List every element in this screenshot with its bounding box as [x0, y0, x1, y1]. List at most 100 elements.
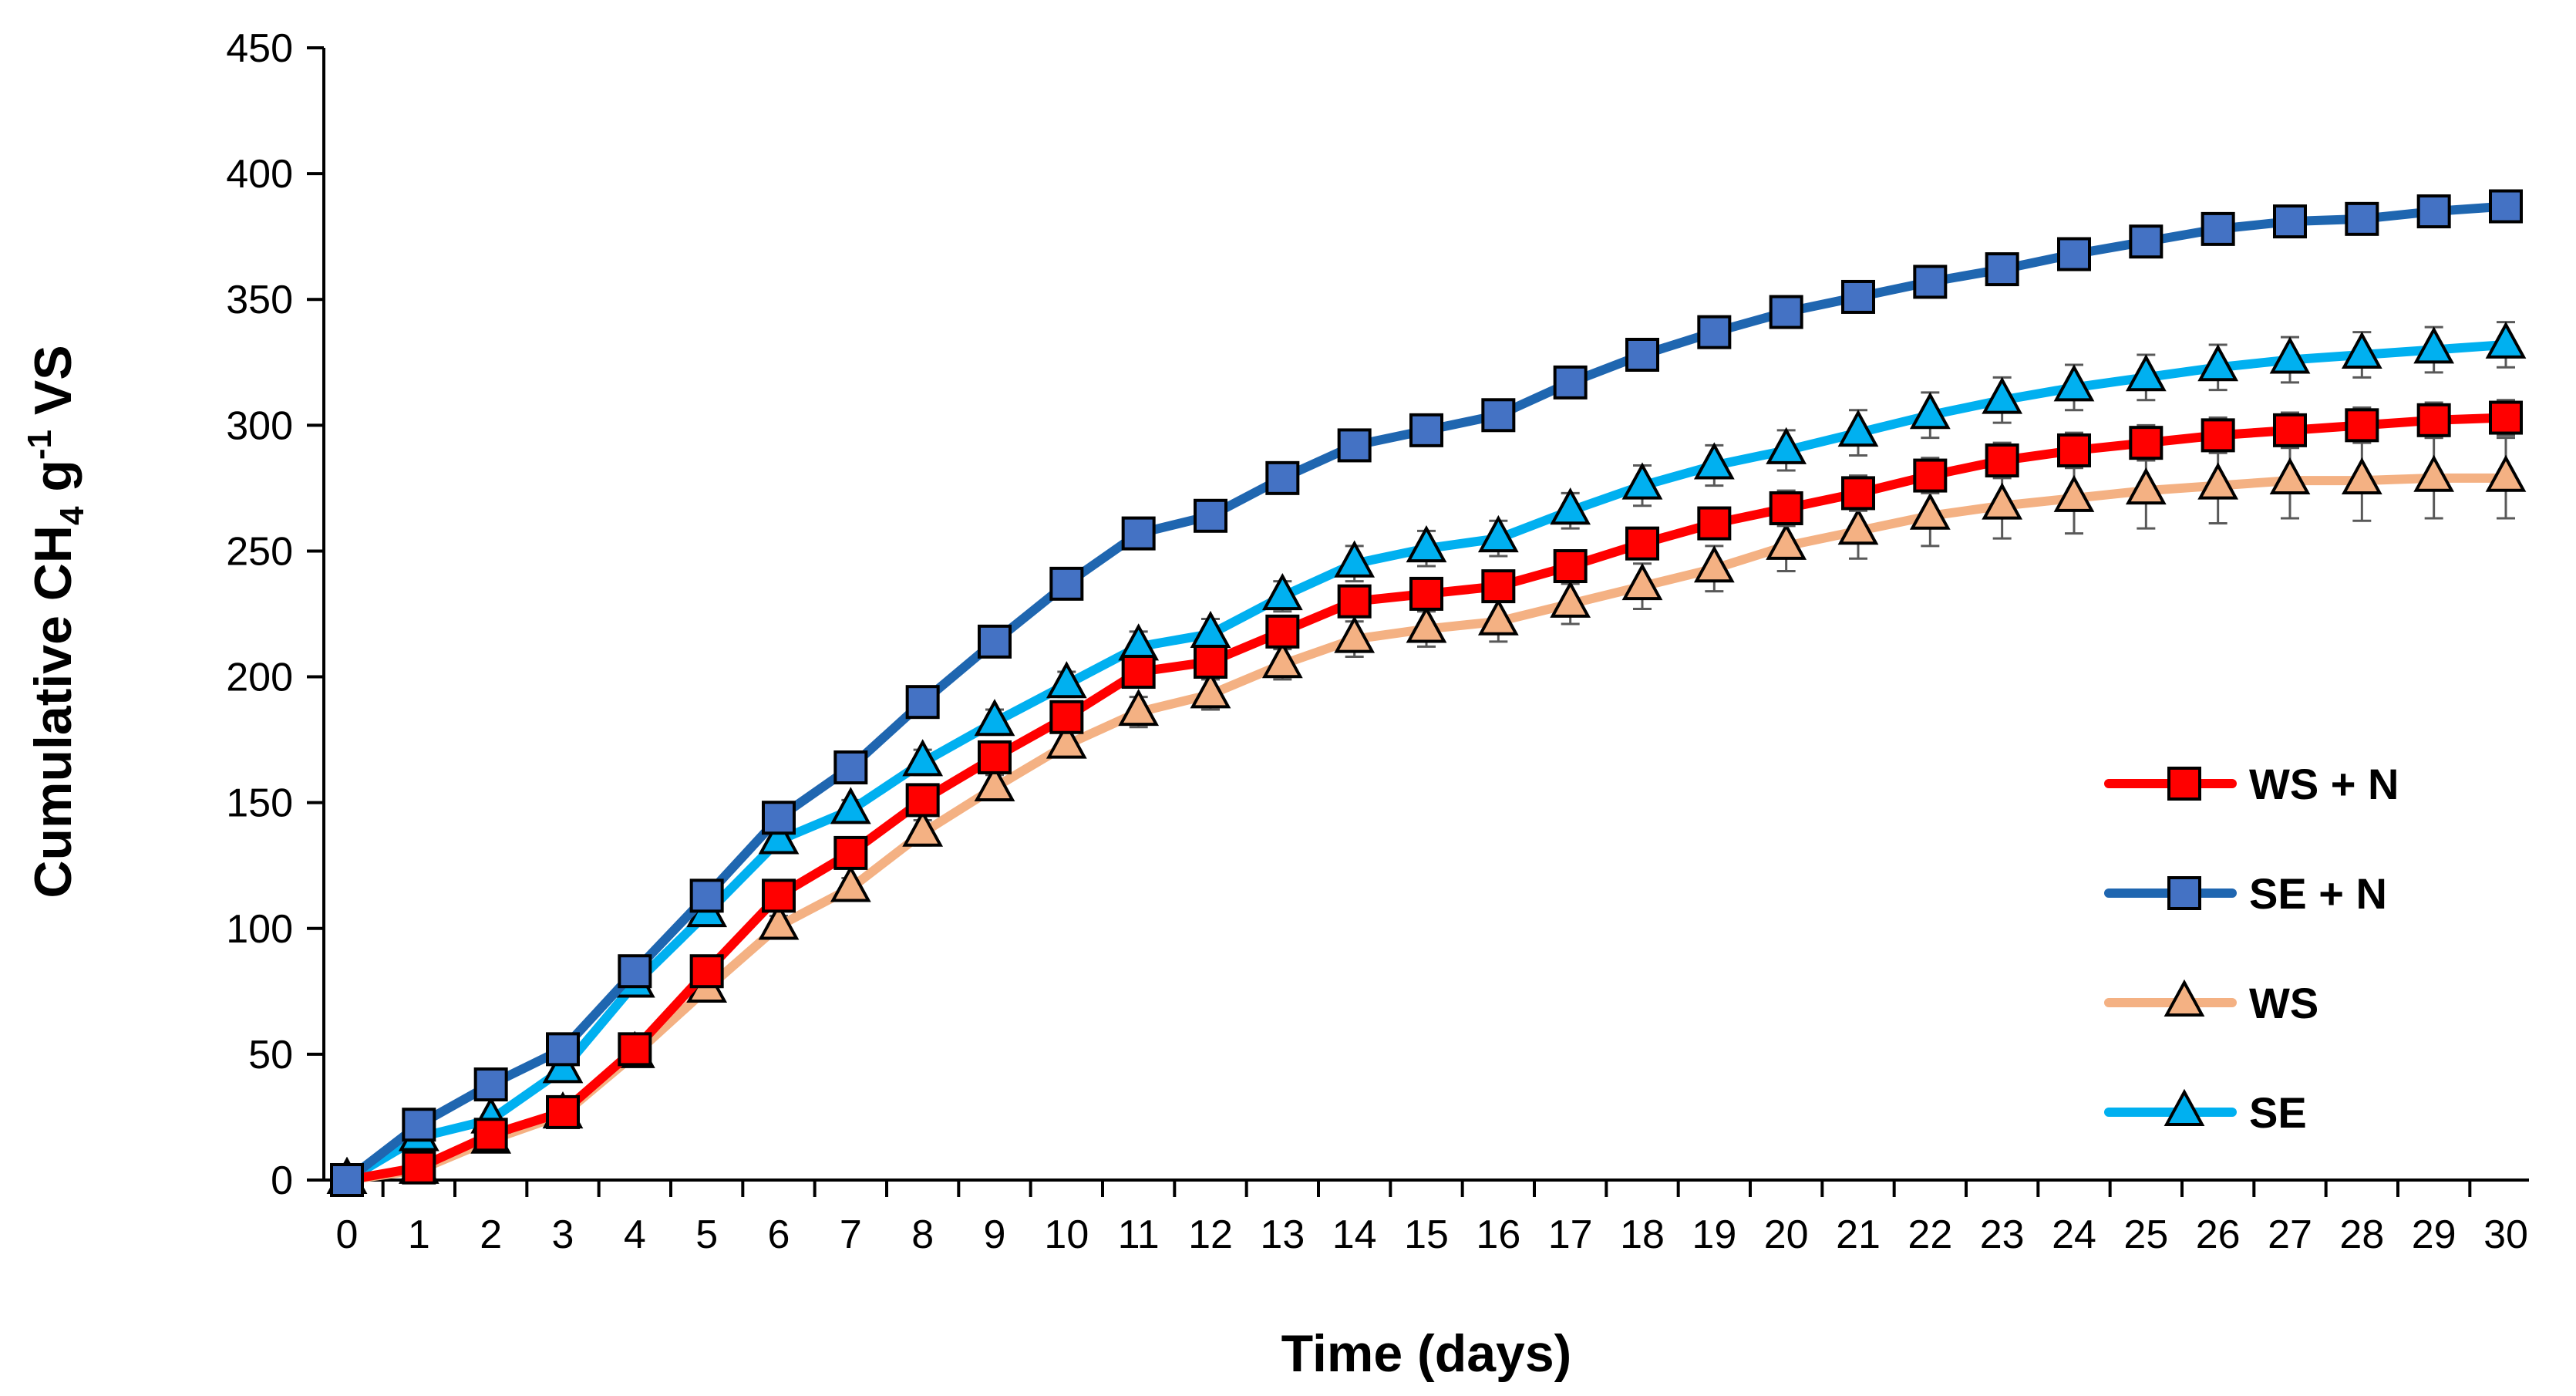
x-tick-label: 17: [1548, 1212, 1593, 1257]
data-point-se: [1334, 540, 1376, 578]
x-tick-label: 15: [1404, 1212, 1449, 1257]
legend-label-ws-n: WS + N: [2249, 760, 2399, 808]
data-point-ws-n: [1265, 614, 1300, 649]
series-line-se: [342, 339, 2510, 1185]
series-layer: [326, 189, 2527, 1197]
data-point-ws: [830, 865, 871, 902]
data-point-ws-n: [546, 1094, 580, 1129]
x-tick-label: 25: [2123, 1212, 2168, 1257]
x-tick-label: 12: [1188, 1212, 1233, 1257]
data-point-ws-n: [1049, 700, 1084, 734]
data-point-ws: [1766, 522, 1807, 560]
series-ws-n: [330, 399, 2523, 1197]
x-tick-label: 18: [1620, 1212, 1665, 1257]
x-tick-label: 0: [336, 1212, 359, 1257]
data-point-ws: [1261, 641, 1303, 679]
data-point-ws-n: [905, 783, 940, 818]
data-point-se-n: [2057, 237, 2091, 271]
data-point-ws: [1550, 580, 1591, 618]
y-tick-label: 450: [226, 26, 293, 71]
data-point-ws-n: [1697, 506, 1732, 541]
data-point-ws-n: [473, 1118, 508, 1152]
data-point-se-n: [2416, 194, 2451, 229]
data-point-ws: [1982, 482, 2023, 520]
x-tick-label: 19: [1692, 1212, 1736, 1257]
data-point-se: [902, 739, 944, 777]
data-point-ws: [2413, 454, 2455, 492]
data-point-se-n: [689, 878, 724, 913]
data-point-se: [1477, 514, 1519, 553]
data-point-se-n: [2201, 211, 2235, 246]
data-point-se: [1261, 572, 1303, 611]
data-point-se-n: [1769, 295, 1803, 329]
data-point-ws-n: [1913, 458, 1948, 493]
x-tick-label: 27: [2268, 1212, 2312, 1257]
data-point-ws-n: [402, 1150, 436, 1185]
data-point-ws: [2341, 457, 2382, 495]
x-tick-label: 6: [768, 1212, 790, 1257]
series-line-se-n: [342, 201, 2510, 1185]
data-point-ws-n: [762, 878, 796, 913]
legend-label-ws: WS: [2249, 979, 2318, 1027]
markers-ws: [326, 454, 2527, 1194]
legend-item-se: SE: [2104, 1088, 2307, 1137]
data-point-se-n: [1194, 498, 1227, 533]
data-point-ws-n: [978, 740, 1012, 774]
x-tick-label: 11: [1118, 1212, 1160, 1257]
data-point-se: [1982, 376, 2023, 414]
data-point-se: [1766, 427, 1807, 464]
y-tick-label: 250: [226, 529, 293, 574]
x-tick-label: 9: [984, 1212, 1006, 1257]
x-tick-label: 14: [1332, 1212, 1377, 1257]
legend-marker-se: [2164, 1088, 2205, 1126]
data-point-se-n: [2273, 204, 2307, 239]
legend-marker-se-n: [2167, 876, 2201, 910]
y-tick-label: 50: [248, 1033, 293, 1077]
data-point-se-n: [1481, 398, 1516, 433]
data-point-se: [1046, 661, 1087, 699]
legend-item-ws: WS: [2104, 979, 2318, 1027]
data-point-ws: [1046, 721, 1087, 759]
data-point-ws-n: [2345, 408, 2379, 443]
data-point-se-n: [1913, 265, 1948, 299]
legend-item-ws-n: WS + N: [2104, 760, 2399, 808]
data-point-ws: [2485, 454, 2527, 492]
data-point-ws: [758, 902, 800, 940]
data-point-se: [1909, 392, 1951, 430]
x-axis-title: Time (days): [1281, 1324, 1572, 1383]
data-point-se: [1837, 409, 1879, 447]
data-point-ws-n: [1553, 549, 1588, 584]
legend-label-se: SE: [2249, 1088, 2307, 1137]
data-point-ws: [1118, 689, 1160, 727]
y-tick-label: 100: [226, 907, 293, 952]
data-point-se-n: [330, 1163, 364, 1197]
data-point-se: [1550, 487, 1591, 525]
data-point-ws-n: [1194, 644, 1227, 679]
legend: WS + N SE + N WS SE: [2104, 760, 2399, 1137]
data-point-se-n: [546, 1032, 580, 1067]
x-tick-label: 23: [1980, 1212, 2025, 1257]
data-point-se-n: [1337, 428, 1372, 463]
data-point-ws-n: [689, 954, 724, 989]
data-point-se-n: [833, 750, 868, 784]
data-point-ws-n: [2416, 403, 2451, 437]
data-point-se-n: [1625, 337, 1659, 372]
data-point-se-n: [2129, 224, 2164, 259]
data-point-se-n: [402, 1108, 436, 1142]
series-se: [326, 321, 2527, 1194]
data-point-se-n: [1121, 516, 1156, 551]
data-point-ws-n: [2201, 418, 2235, 453]
data-point-se: [2341, 331, 2382, 369]
data-point-ws-n: [1121, 655, 1156, 690]
y-axis-title: Cumulative CH4 g-1 VS: [21, 345, 91, 898]
data-point-ws: [2053, 474, 2095, 512]
markers-se-n: [330, 189, 2523, 1197]
data-point-se-n: [1553, 365, 1588, 400]
data-point-ws-n: [833, 835, 868, 870]
data-point-se-n: [2345, 201, 2379, 236]
y-tick-label: 200: [226, 656, 293, 700]
y-tick-label: 350: [226, 278, 293, 322]
x-tick-label: 13: [1260, 1212, 1305, 1257]
x-tick-label: 26: [2196, 1212, 2241, 1257]
